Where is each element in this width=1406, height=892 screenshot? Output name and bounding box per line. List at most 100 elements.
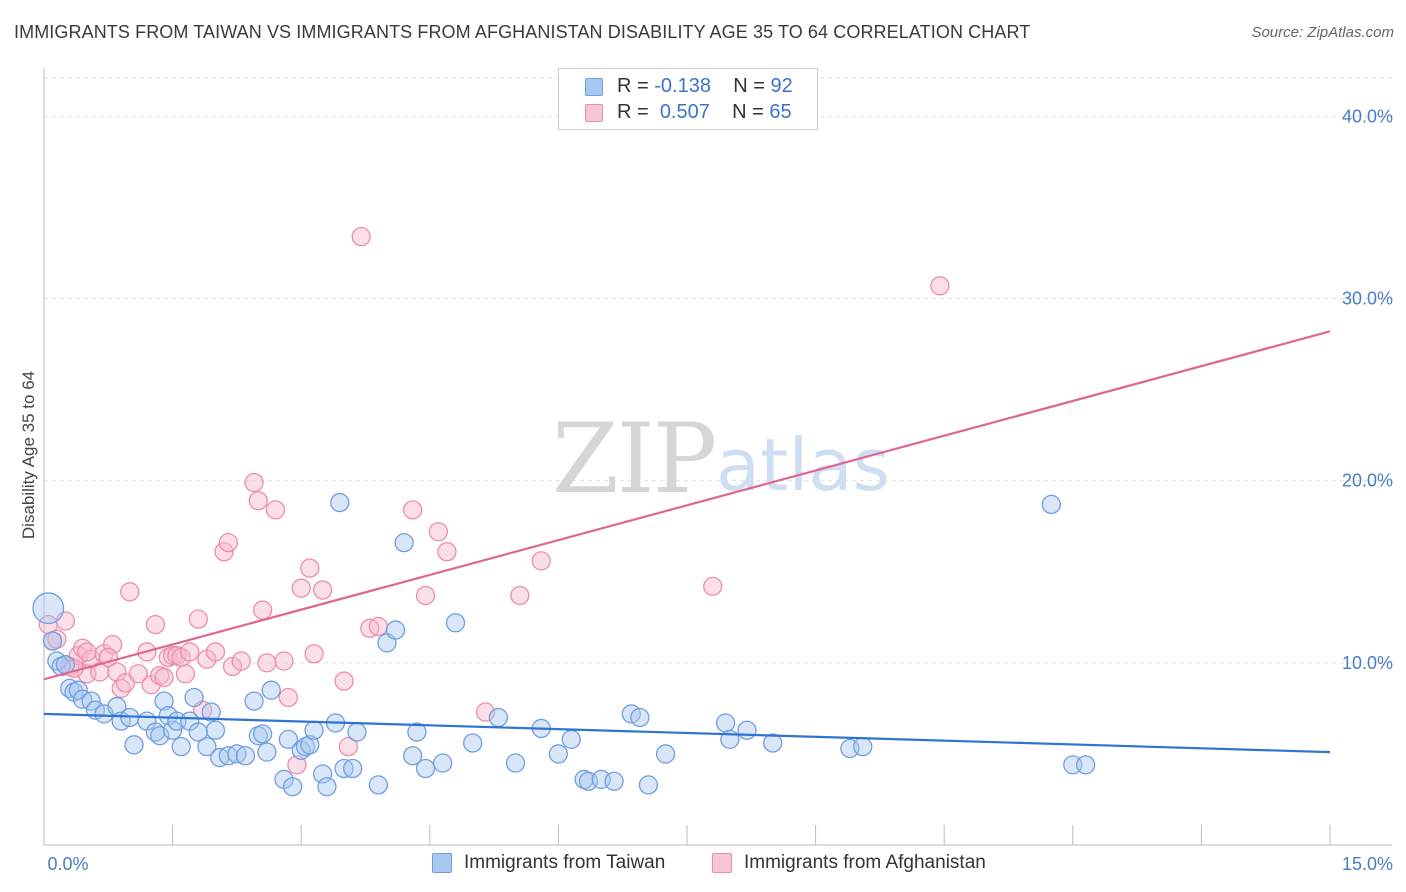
point-afghanistan-64: [77, 642, 97, 662]
y-tick-label-0: 10.0%: [1342, 653, 1393, 673]
point-afghanistan-54: [415, 585, 436, 606]
point-taiwan-66: [548, 744, 569, 764]
point-afghanistan-44: [291, 578, 311, 598]
point-afghanistan-33: [218, 532, 238, 553]
point-taiwan-67: [561, 729, 581, 750]
point-afghanistan-36: [244, 472, 264, 493]
point-taiwan-25: [184, 687, 204, 708]
point-taiwan-9: [81, 691, 101, 711]
series-taiwan-points: [32, 492, 1096, 797]
point-afghanistan-62: [98, 647, 118, 668]
point-taiwan-15: [124, 735, 144, 755]
point-taiwan-37: [257, 742, 277, 762]
point-taiwan-84: [1076, 755, 1096, 775]
legend-n-label: N =: [732, 101, 770, 123]
point-afghanistan-21: [154, 667, 174, 688]
point-taiwan-81: [853, 736, 873, 757]
point-taiwan-40: [278, 729, 298, 750]
point-afghanistan-16: [128, 664, 148, 684]
point-afghanistan-48: [334, 671, 354, 691]
point-taiwan-44: [300, 735, 320, 755]
point-taiwan-21: [162, 720, 183, 740]
legend-n-value: 65: [769, 101, 792, 123]
x-tick-label-0: 0.0%: [47, 854, 88, 874]
point-taiwan-60: [433, 753, 453, 773]
point-afghanistan-50: [351, 226, 371, 247]
legend-n-value: 92: [770, 75, 793, 97]
point-taiwan-51: [342, 758, 363, 779]
point-taiwan-57: [403, 746, 423, 766]
trend-line-afghanistan: [43, 330, 1331, 681]
point-taiwan-47: [317, 777, 337, 797]
point-afghanistan-53: [403, 500, 423, 520]
point-afghanistan-47: [312, 580, 333, 600]
point-taiwan-61: [445, 613, 466, 633]
point-afghanistan-27: [180, 642, 200, 662]
watermark-atlas: atlas: [716, 423, 890, 507]
point-afghanistan-61: [930, 276, 950, 296]
axes: [43, 68, 1392, 846]
legend-text-taiwan: R = -0.138 N = 92: [617, 75, 793, 98]
point-afghanistan-58: [510, 585, 530, 606]
point-afghanistan-41: [274, 651, 294, 671]
point-afghanistan-37: [248, 491, 268, 511]
watermark: ZIP atlas: [552, 403, 890, 515]
legend-swatch-taiwan: [585, 78, 603, 96]
point-taiwan-23: [171, 736, 191, 757]
point-taiwan-79: [763, 733, 783, 753]
point-taiwan-33: [235, 746, 256, 766]
y-axis-label: Disability Age 35 to 64: [19, 371, 38, 539]
point-taiwan-41: [282, 777, 303, 797]
point-afghanistan-60: [703, 576, 723, 597]
point-afghanistan-19: [145, 614, 166, 635]
point-taiwan-29: [205, 720, 226, 740]
tick-labels: 10.0% 20.0% 30.0% 40.0% 0.0% 15.0%: [47, 106, 1393, 874]
trend-line-taiwan: [43, 712, 1331, 754]
point-afghanistan-42: [278, 687, 298, 708]
point-afghanistan-28: [188, 609, 208, 629]
correlation-legend: R = -0.138 N = 92 R = 0.507 N = 65: [558, 68, 818, 130]
source-label: Source: ZipAtlas.com: [1251, 24, 1394, 41]
y-tick-label-2: 30.0%: [1342, 289, 1393, 309]
point-taiwan-56: [394, 532, 414, 553]
point-afghanistan-31: [205, 642, 226, 662]
point-taiwan-62: [463, 733, 483, 753]
legend-n-label: N =: [733, 75, 771, 97]
chart-title: IMMIGRANTS FROM TAIWAN VS IMMIGRANTS FRO…: [14, 22, 1031, 42]
point-afghanistan-15: [120, 582, 140, 602]
point-afghanistan-40: [265, 500, 286, 520]
point-taiwan-74: [638, 775, 659, 795]
point-afghanistan-59: [531, 551, 551, 571]
point-taiwan-73: [630, 707, 650, 728]
point-taiwan-76: [715, 713, 736, 733]
point-afghanistan-39: [257, 653, 277, 673]
point-taiwan-82: [1041, 494, 1062, 515]
legend-r-value: -0.138: [654, 75, 711, 97]
point-taiwan-19: [154, 691, 174, 711]
point-taiwan-58: [407, 722, 427, 742]
point-taiwan-0: [32, 592, 65, 625]
point-taiwan-1: [42, 631, 63, 651]
point-afghanistan-43: [287, 755, 307, 775]
point-afghanistan-11: [102, 634, 123, 655]
point-taiwan-38: [261, 680, 281, 700]
point-afghanistan-26: [175, 664, 196, 684]
point-taiwan-26: [188, 722, 208, 742]
point-taiwan-34: [244, 691, 264, 711]
point-taiwan-78: [737, 720, 757, 740]
point-taiwan-59: [415, 758, 436, 779]
bottom-legend-swatch-taiwan: [432, 853, 452, 873]
point-afghanistan-55: [428, 522, 449, 542]
bottom-legend-swatch-afghanistan: [712, 853, 732, 873]
point-afghanistan-46: [304, 644, 324, 664]
point-taiwan-46: [312, 764, 333, 784]
legend-r-label: R =: [617, 75, 655, 97]
point-afghanistan-45: [300, 558, 320, 578]
bottom-legend-label-afghanistan: Immigrants from Afghanistan: [744, 852, 986, 873]
y-tick-label-1: 20.0%: [1342, 471, 1393, 491]
point-taiwan-28: [201, 702, 221, 722]
point-taiwan-63: [488, 707, 509, 728]
trend-lines: [43, 330, 1331, 754]
point-taiwan-36: [252, 724, 273, 744]
